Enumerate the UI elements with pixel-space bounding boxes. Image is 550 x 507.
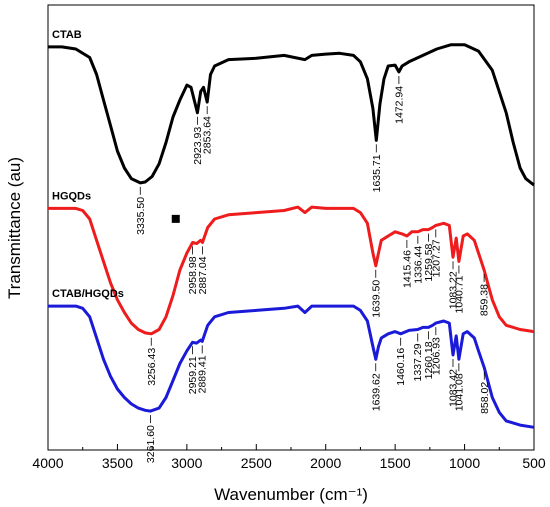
square-marker	[171, 214, 180, 223]
peak-label: 1083.42	[448, 369, 460, 407]
y-axis-label: Transmittance (au)	[5, 157, 24, 299]
peak-label: 1415.46	[401, 250, 413, 288]
peak-label: 2959.21	[187, 356, 199, 394]
series-name-label: CTAB/HGQDs	[52, 288, 124, 300]
x-axis-ticks: 4000 3500 3000 2500 2000 1500 1000 500	[32, 444, 546, 471]
x-tick-label: 1000	[449, 455, 480, 471]
peak-label: 1040.71	[453, 275, 465, 313]
series-line-hgqds	[48, 205, 535, 336]
peak-label: 1083.22	[448, 271, 460, 309]
peak-label: 2958.98	[187, 256, 199, 294]
x-tick-label: 2500	[241, 455, 272, 471]
peak-label: 1260.18	[423, 341, 435, 379]
x-tick-label: 3500	[102, 455, 133, 471]
series-layer	[48, 43, 535, 429]
peak-label: 1337.29	[412, 343, 424, 381]
peak-label: 1460.16	[395, 348, 407, 386]
series-name-label: CTAB	[52, 29, 82, 41]
x-tick-label: 4000	[32, 455, 63, 471]
peak-label: 1207.27	[430, 239, 442, 277]
x-axis-label: Wavenumber (cm⁻¹)	[214, 485, 368, 504]
peak-label: 1259.58	[423, 243, 435, 281]
peak-label: 2923.93	[192, 127, 204, 165]
peak-label: 1206.93	[430, 337, 442, 375]
peak-label: 2853.64	[202, 116, 214, 154]
peak-label: 1472.94	[393, 86, 405, 124]
annotation-layer: CTAB HGQDs CTAB/HGQDs	[52, 29, 180, 300]
peak-label: 1635.71	[371, 154, 383, 192]
series-name-label: HGQDs	[52, 190, 91, 202]
peak-label: 3261.60	[145, 425, 157, 463]
peak-label: 1336.44	[412, 246, 424, 284]
peak-label: 3335.50	[135, 197, 147, 235]
x-tick-label: 2000	[310, 455, 341, 471]
x-tick-label: 1500	[380, 455, 411, 471]
peak-label: 2889.41	[197, 355, 209, 393]
peak-label: 858.02	[479, 382, 491, 414]
series-line-ctab-hgqds	[48, 304, 535, 429]
series-line-ctab	[48, 43, 535, 187]
peak-label: 859.38	[479, 284, 491, 316]
peak-label: 2887.04	[197, 256, 209, 294]
peak-label: 1639.62	[370, 373, 382, 411]
peak-label: 1639.50	[370, 280, 382, 318]
x-tick-label: 3000	[171, 455, 202, 471]
peak-label: 3256.43	[146, 348, 158, 386]
peak-label: 1041.08	[453, 373, 465, 411]
x-tick-label: 500	[522, 455, 546, 471]
